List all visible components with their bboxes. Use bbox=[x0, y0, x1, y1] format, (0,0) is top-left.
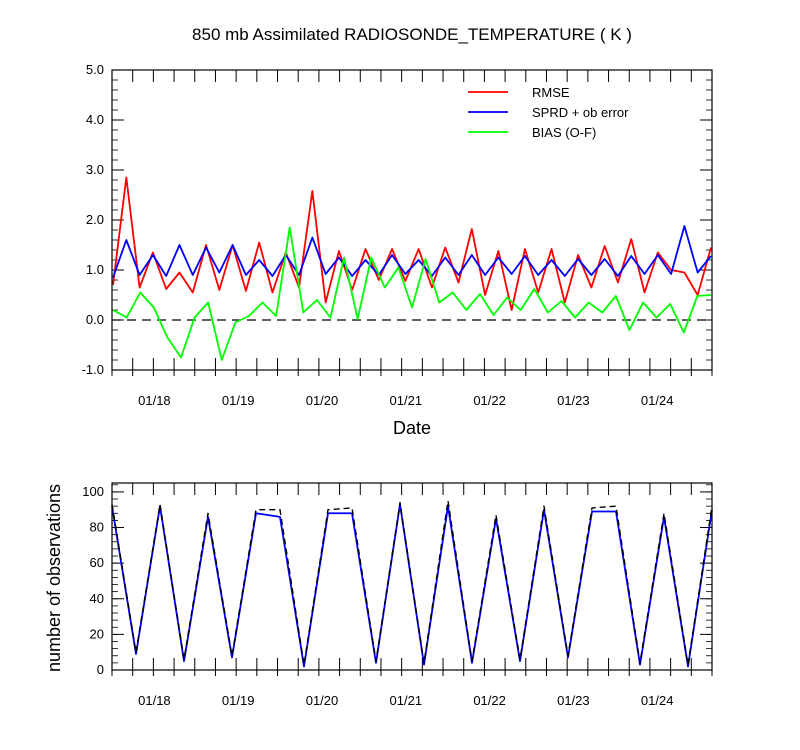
top-x-axis: 01/18 01/19 01/20 01/21 01/22 01/23 01/24 bbox=[111, 70, 713, 408]
y-tick-label: 60 bbox=[90, 555, 104, 570]
series-line-0 bbox=[112, 176, 712, 311]
series-line-0 bbox=[111, 503, 713, 668]
x-tick-label: 01/22 bbox=[473, 393, 506, 408]
y-tick-label: 5.0 bbox=[86, 62, 104, 77]
bottom-series-group bbox=[111, 500, 713, 668]
chart-title: 850 mb Assimilated RADIOSONDE_TEMPERATUR… bbox=[192, 25, 632, 44]
x-tick-label: 01/24 bbox=[641, 693, 674, 708]
x-tick-label: 01/22 bbox=[473, 693, 506, 708]
y-tick-label: 40 bbox=[90, 591, 104, 606]
x-tick-label: 01/19 bbox=[222, 393, 255, 408]
top-chart: 850 mb Assimilated RADIOSONDE_TEMPERATUR… bbox=[82, 25, 713, 438]
bottom-plot-frame bbox=[111, 482, 713, 671]
x-tick-label: 01/18 bbox=[138, 393, 171, 408]
top-series-group bbox=[112, 176, 712, 361]
x-tick-label: 01/24 bbox=[641, 393, 674, 408]
y-tick-label: 4.0 bbox=[86, 112, 104, 127]
y-tick-label: 1.0 bbox=[86, 262, 104, 277]
y-tick-label: 0 bbox=[97, 662, 104, 677]
bottom-y-axis: 0 20 40 60 80 100 bbox=[82, 484, 712, 677]
y-tick-label: -1.0 bbox=[82, 362, 104, 377]
legend: RMSE SPRD + ob error BIAS (O-F) bbox=[468, 85, 629, 140]
top-plot-frame bbox=[111, 69, 713, 371]
x-tick-label: 01/19 bbox=[222, 693, 255, 708]
x-tick-label: 01/23 bbox=[557, 393, 590, 408]
x-tick-label: 01/20 bbox=[306, 693, 339, 708]
x-tick-label: 01/21 bbox=[390, 693, 423, 708]
series-line-2 bbox=[112, 226, 712, 361]
series-line-1 bbox=[111, 500, 713, 666]
y-axis-title: number of observations bbox=[44, 484, 64, 672]
legend-label: SPRD + ob error bbox=[532, 105, 629, 120]
y-tick-label: 20 bbox=[90, 626, 104, 641]
x-tick-label: 01/23 bbox=[557, 693, 590, 708]
series-line-1 bbox=[112, 225, 712, 278]
x-tick-label: 01/21 bbox=[390, 393, 423, 408]
y-tick-label: 80 bbox=[90, 520, 104, 535]
legend-label: RMSE bbox=[532, 85, 570, 100]
x-axis-title: Date bbox=[393, 418, 431, 438]
x-tick-label: 01/18 bbox=[138, 693, 171, 708]
x-tick-label: 01/20 bbox=[306, 393, 339, 408]
y-tick-label: 0.0 bbox=[86, 312, 104, 327]
y-tick-label: 100 bbox=[82, 484, 104, 499]
bottom-x-axis: 01/18 01/19 01/20 01/21 01/22 01/23 01/24 bbox=[111, 483, 713, 708]
legend-label: BIAS (O-F) bbox=[532, 125, 596, 140]
y-tick-label: 2.0 bbox=[86, 212, 104, 227]
y-tick-label: 3.0 bbox=[86, 162, 104, 177]
